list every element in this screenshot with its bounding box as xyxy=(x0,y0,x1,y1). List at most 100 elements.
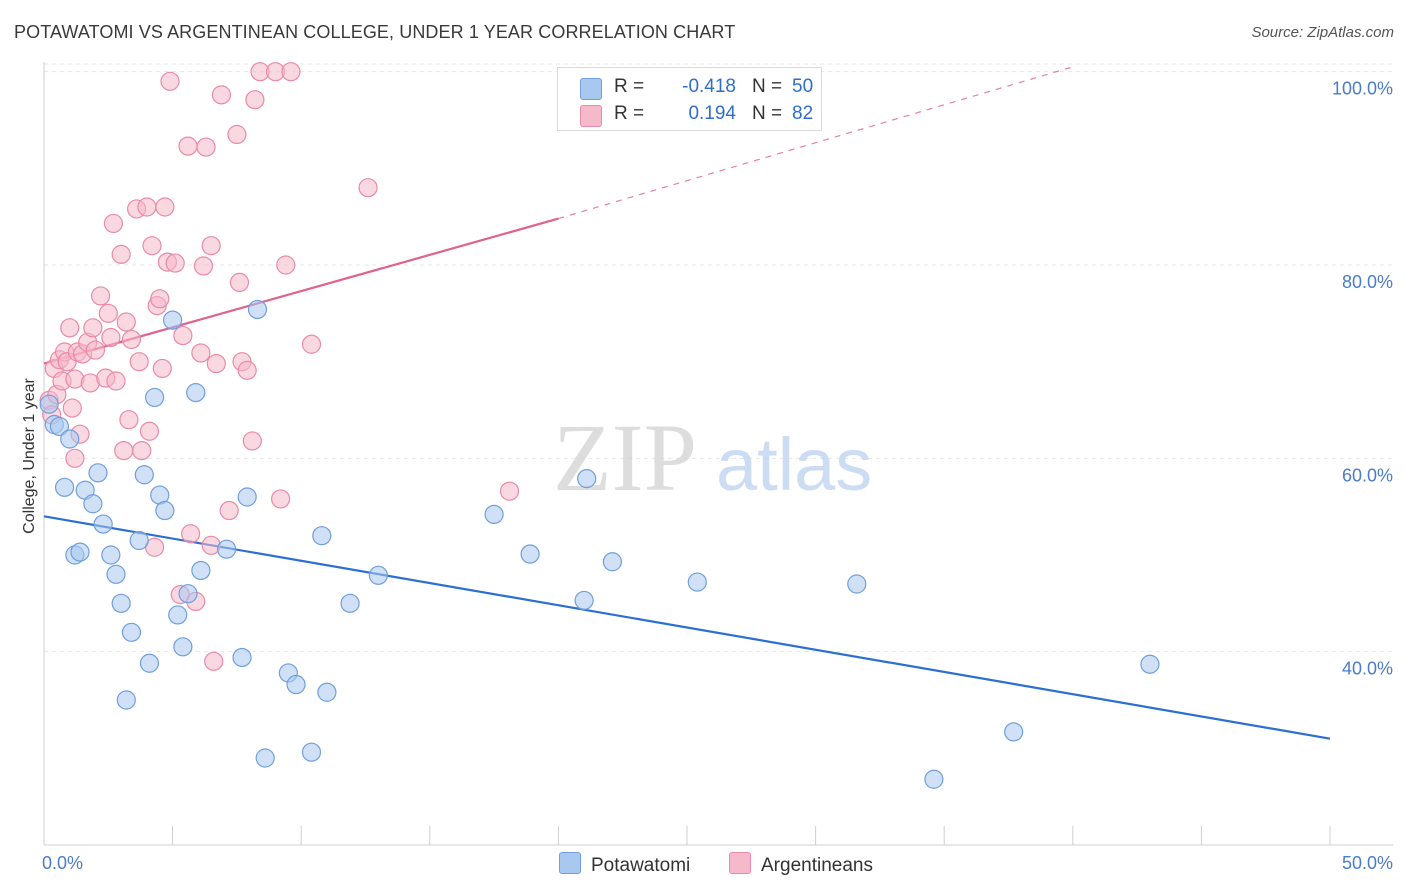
legend-n-label: N = xyxy=(752,103,783,124)
point-argentineans xyxy=(83,318,103,338)
point-potawatomi xyxy=(368,565,388,585)
point-argentineans xyxy=(237,360,257,380)
point-argentineans xyxy=(116,312,136,332)
point-potawatomi xyxy=(93,514,113,534)
point-argentineans xyxy=(62,398,82,418)
trend-line-argentineans xyxy=(43,217,559,365)
x-tick-max: 50.0% xyxy=(1342,853,1393,873)
point-argentineans xyxy=(60,318,80,338)
point-argentineans xyxy=(132,441,152,461)
point-argentineans xyxy=(65,448,85,468)
point-potawatomi xyxy=(191,560,211,581)
point-argentineans xyxy=(139,421,160,441)
point-potawatomi xyxy=(39,394,59,414)
bottom-legend-swatch-pink xyxy=(729,852,751,874)
point-argentineans xyxy=(178,136,198,156)
point-argentineans xyxy=(152,358,172,379)
point-potawatomi xyxy=(116,690,136,710)
point-argentineans xyxy=(129,352,149,372)
point-argentineans xyxy=(121,329,142,350)
point-argentineans xyxy=(114,441,134,461)
point-potawatomi xyxy=(54,477,75,497)
point-argentineans xyxy=(103,213,124,234)
bottom-legend-swatch-blue xyxy=(559,852,581,874)
legend-swatch-blue xyxy=(580,78,602,100)
point-argentineans xyxy=(155,197,175,217)
point-argentineans xyxy=(242,431,262,451)
point-potawatomi xyxy=(237,487,257,507)
point-potawatomi xyxy=(111,593,131,613)
point-potawatomi xyxy=(602,552,623,572)
y-axis-label: College, Under 1 year xyxy=(21,378,38,534)
point-potawatomi xyxy=(173,637,193,657)
point-potawatomi xyxy=(520,544,540,564)
legend-r-label: R = xyxy=(614,103,645,124)
point-potawatomi xyxy=(340,593,360,613)
point-argentineans xyxy=(191,343,211,363)
point-potawatomi xyxy=(155,500,175,521)
point-potawatomi xyxy=(186,383,206,403)
point-argentineans xyxy=(196,137,216,157)
point-potawatomi xyxy=(70,542,90,562)
point-argentineans xyxy=(201,236,221,256)
chart-title: POTAWATOMI VS ARGENTINEAN COLLEGE, UNDER… xyxy=(14,22,736,42)
point-argentineans xyxy=(193,256,214,276)
y-tick-label: 40.0% xyxy=(1342,659,1393,679)
watermark-zip: ZIP xyxy=(553,404,697,511)
point-potawatomi xyxy=(255,748,275,768)
legend-n-value: 50 xyxy=(792,76,814,97)
trend-line-argentineans-extension xyxy=(558,66,1073,220)
point-potawatomi xyxy=(144,387,165,408)
point-potawatomi xyxy=(121,622,142,642)
point-argentineans xyxy=(173,325,193,346)
legend-n-value: 82 xyxy=(792,103,814,124)
y-tick-label: 100.0% xyxy=(1332,79,1393,99)
point-potawatomi xyxy=(168,605,188,625)
point-argentineans xyxy=(211,85,232,105)
point-argentineans xyxy=(165,253,185,273)
point-argentineans xyxy=(204,651,224,671)
point-potawatomi xyxy=(574,590,594,611)
point-potawatomi xyxy=(312,526,332,546)
point-potawatomi xyxy=(49,416,70,437)
point-argentineans xyxy=(85,340,106,360)
legend-swatch-pink xyxy=(580,105,602,127)
point-argentineans xyxy=(101,327,121,348)
point-potawatomi xyxy=(484,504,504,525)
point-argentineans xyxy=(160,71,180,91)
x-tick-min: 0.0% xyxy=(42,853,83,873)
point-potawatomi xyxy=(88,463,108,483)
point-potawatomi xyxy=(217,539,237,559)
point-potawatomi xyxy=(178,584,198,604)
point-argentineans xyxy=(358,178,378,198)
data-points xyxy=(39,62,1160,789)
point-argentineans xyxy=(150,289,170,309)
point-argentineans xyxy=(499,481,520,501)
y-tick-label: 80.0% xyxy=(1342,272,1393,292)
point-potawatomi xyxy=(247,299,268,320)
point-argentineans xyxy=(137,197,157,217)
point-argentineans xyxy=(271,489,291,509)
source-label: Source: ZipAtlas.com xyxy=(1251,24,1394,41)
point-potawatomi xyxy=(1004,722,1024,742)
point-potawatomi xyxy=(60,429,80,449)
point-potawatomi xyxy=(317,682,337,702)
point-argentineans xyxy=(219,500,239,521)
legend-r-label: R = xyxy=(614,76,645,97)
legend-r-value: -0.418 xyxy=(682,76,736,97)
point-potawatomi xyxy=(847,574,867,594)
point-potawatomi xyxy=(286,674,306,695)
point-potawatomi xyxy=(301,742,322,762)
point-argentineans xyxy=(206,354,226,374)
point-argentineans xyxy=(276,255,296,275)
point-potawatomi xyxy=(163,310,183,330)
point-potawatomi xyxy=(139,653,160,673)
point-argentineans xyxy=(181,524,201,544)
axes xyxy=(43,62,1393,846)
y-tick-label: 60.0% xyxy=(1342,465,1393,485)
point-argentineans xyxy=(245,90,265,110)
correlation-legend: R = -0.418 N = 50 R = 0.194 N = 82 xyxy=(557,67,822,131)
point-potawatomi xyxy=(101,545,121,565)
point-argentineans xyxy=(229,272,250,292)
